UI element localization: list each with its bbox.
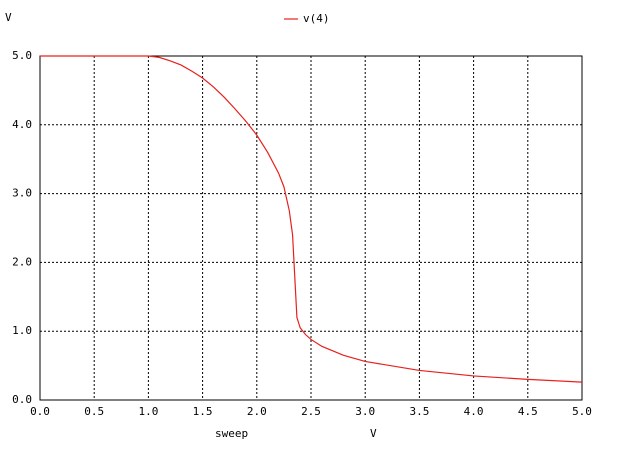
y-tick-label: 1.0 <box>12 324 32 337</box>
y-tick-label: 2.0 <box>12 255 32 268</box>
x-tick-label: 2.0 <box>247 405 267 418</box>
x-tick-label: 4.0 <box>464 405 484 418</box>
x-tick-label: 3.0 <box>355 405 375 418</box>
y-tick-label: 4.0 <box>12 118 32 131</box>
y-axis-label: V <box>5 11 12 24</box>
x-tick-label: 0.0 <box>30 405 50 418</box>
x-tick-label: 1.5 <box>193 405 213 418</box>
y-tick-label: 3.0 <box>12 187 32 200</box>
y-tick-label: 0.0 <box>12 393 32 406</box>
x-tick-label: 0.5 <box>84 405 104 418</box>
line-series <box>40 55 583 383</box>
x-tick-label: 4.5 <box>518 405 538 418</box>
x-axis-unit: V <box>370 427 377 440</box>
x-tick-label: 3.5 <box>409 405 429 418</box>
y-tick-label: 5.0 <box>12 49 32 62</box>
x-tick-label: 1.0 <box>138 405 158 418</box>
x-tick-label: 5.0 <box>572 405 592 418</box>
legend-label: v(4) <box>303 12 330 25</box>
plot-frame <box>39 55 583 401</box>
x-axis-label: sweep <box>215 427 248 440</box>
x-tick-label: 2.5 <box>301 405 321 418</box>
